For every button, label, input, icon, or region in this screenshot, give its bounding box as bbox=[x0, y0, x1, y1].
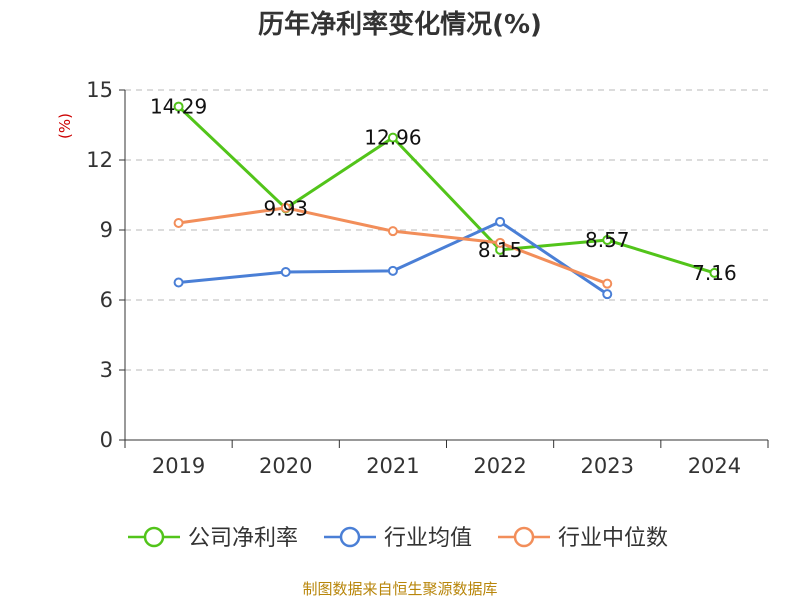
y-tick-label: 3 bbox=[100, 358, 113, 382]
data-point bbox=[173, 101, 184, 112]
data-point bbox=[280, 267, 291, 277]
data-label: 8.15 bbox=[478, 238, 523, 262]
data-point bbox=[709, 267, 720, 278]
data-label: 7.16 bbox=[692, 261, 737, 285]
legend-label: 行业中位数 bbox=[558, 526, 668, 551]
series-2 bbox=[173, 216, 613, 300]
data-label: 8.57 bbox=[585, 228, 630, 252]
legend-label: 公司净利率 bbox=[188, 526, 298, 551]
series-3 bbox=[173, 202, 613, 289]
data-point bbox=[602, 278, 613, 289]
data-point bbox=[495, 237, 506, 248]
series-line bbox=[177, 105, 715, 275]
legend-marker bbox=[513, 526, 535, 548]
x-tick-label: 2020 bbox=[259, 454, 312, 478]
data-point bbox=[495, 216, 506, 227]
data-labels: 14.29 9.93 12.96 8.15 8.57 7.16 bbox=[150, 95, 737, 285]
x-tick-label: 2021 bbox=[366, 454, 419, 478]
y-tick-label: 6 bbox=[100, 288, 113, 312]
data-point bbox=[387, 226, 398, 237]
legend-item-3[interactable]: 行业中位数 bbox=[498, 526, 668, 551]
series-1 bbox=[173, 101, 720, 278]
grid-lines bbox=[125, 89, 768, 371]
y-tick-label: 9 bbox=[100, 218, 113, 242]
data-point bbox=[173, 218, 184, 228]
data-point bbox=[387, 265, 398, 276]
legend-marker bbox=[339, 526, 361, 548]
x-tick-label: 2024 bbox=[688, 454, 741, 478]
y-axis-unit: (%) bbox=[56, 113, 74, 139]
legend-item-1[interactable]: 公司净利率 bbox=[128, 526, 298, 551]
legend-item-2[interactable]: 行业均值 bbox=[324, 526, 472, 551]
data-label: 9.93 bbox=[263, 196, 308, 220]
y-tick-label: 0 bbox=[100, 428, 113, 452]
y-tick-label: 15 bbox=[86, 78, 113, 102]
legend[interactable]: 公司净利率 行业均值 行业中位数 bbox=[128, 526, 668, 551]
x-tick-label: 2023 bbox=[581, 454, 634, 478]
legend-label: 行业均值 bbox=[384, 526, 472, 551]
data-point bbox=[387, 132, 398, 143]
source-note: 制图数据来自恒生聚源数据库 bbox=[302, 580, 497, 598]
legend-marker bbox=[143, 526, 165, 548]
y-tick-label: 12 bbox=[86, 148, 113, 172]
axes: 0 3 6 9 12 15 2019 2020 2021 2022 2023 2024 bbox=[86, 78, 769, 478]
data-point bbox=[280, 202, 291, 213]
data-point bbox=[602, 289, 613, 300]
x-tick-label: 2022 bbox=[473, 454, 526, 478]
data-label: 14.29 bbox=[150, 95, 207, 119]
series-lines bbox=[173, 101, 720, 300]
data-point bbox=[173, 277, 184, 288]
x-tick-label: 2019 bbox=[152, 454, 205, 478]
chart-title: 历年净利率变化情况(%) bbox=[258, 9, 542, 40]
data-point bbox=[602, 235, 613, 246]
data-label: 12.96 bbox=[364, 126, 421, 150]
